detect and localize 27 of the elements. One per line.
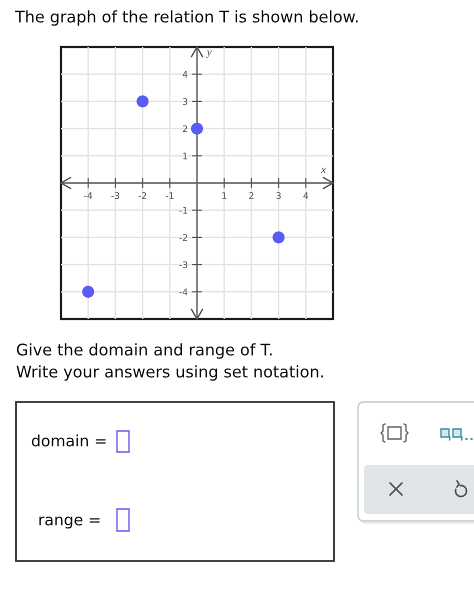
- chart-title: The graph of the relation T is shown below.: [14, 10, 358, 26]
- x-axis-title: x: [320, 168, 326, 174]
- y-tick-label: -3: [179, 261, 188, 268]
- x-tick-label: -2: [138, 192, 146, 199]
- point: [190, 122, 204, 135]
- y-tick-label: -2: [179, 234, 188, 241]
- y-tick-label: 1: [183, 152, 188, 160]
- y-tick-label: -4: [179, 288, 188, 296]
- x-tick-label: -3: [111, 192, 120, 200]
- x-tick-label: 1: [222, 192, 226, 199]
- x-tick-label: -4: [84, 192, 92, 199]
- x-tick-label: 3: [276, 192, 281, 200]
- y-axis-title: y: [206, 50, 212, 58]
- point: [272, 231, 285, 244]
- x-tick-label: -1: [166, 192, 174, 199]
- text: range =: [39, 516, 100, 529]
- point: [82, 286, 94, 298]
- y-tick-label: 3: [182, 98, 188, 105]
- text: domain =: [32, 434, 106, 447]
- point: [136, 95, 149, 108]
- x-tick-label: 4: [303, 192, 308, 199]
- y-tick-label: 4: [182, 71, 188, 78]
- y-tick-label: -1: [179, 207, 188, 214]
- text: Write your answers using set notation.: [16, 365, 323, 381]
- x-tick-label: 2: [249, 192, 254, 199]
- y-tick-label: 2: [182, 125, 188, 132]
- text: Give the domain and range of T.: [16, 343, 272, 359]
